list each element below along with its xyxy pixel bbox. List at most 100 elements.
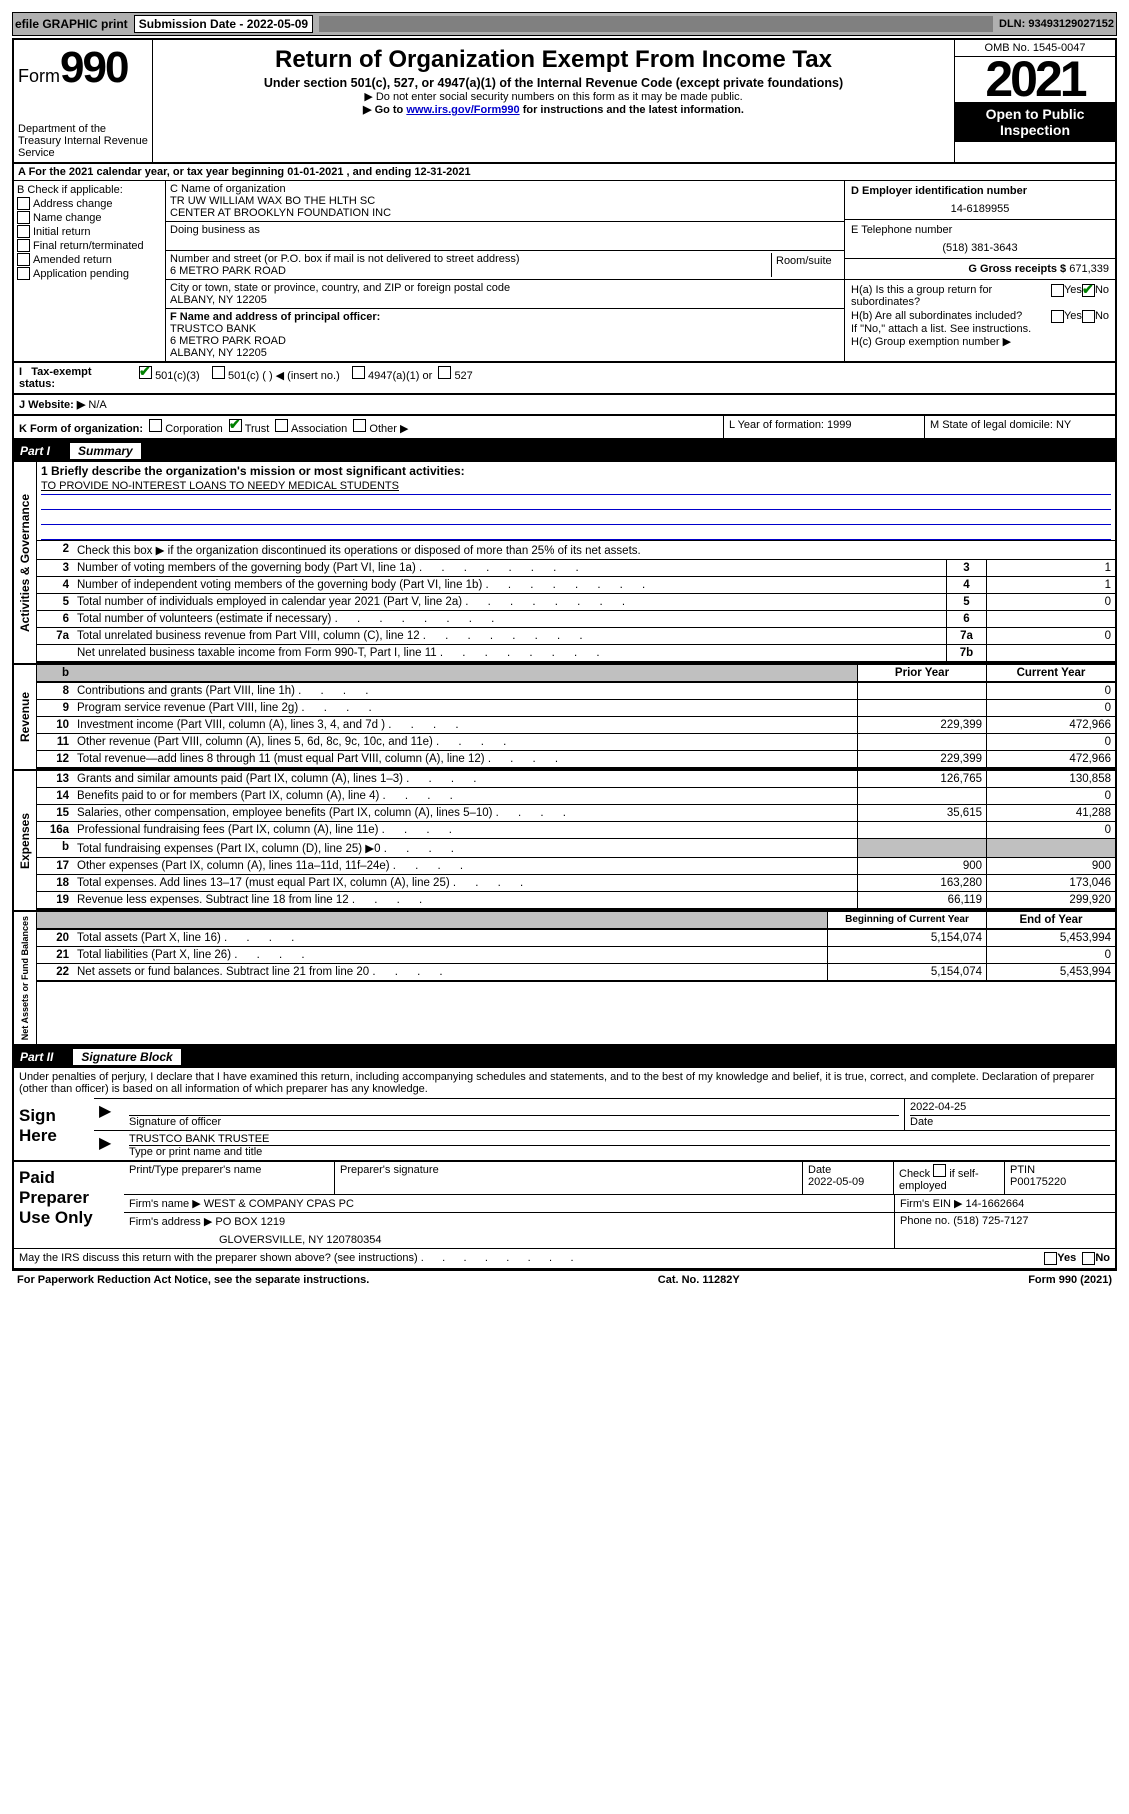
website-cell: J Website: ▶ N/A <box>14 395 1115 414</box>
l2-text: Check this box ▶ if the organization dis… <box>77 545 641 557</box>
h-cell: H(a) Is this a group return for subordin… <box>845 280 1115 352</box>
paid-row-1: Print/Type preparer's name Preparer's si… <box>124 1162 1115 1195</box>
table-row: 10 Investment income (Part VIII, column … <box>37 717 1115 734</box>
hb-label: H(b) Are all subordinates included? <box>851 310 1051 323</box>
sig-officer-label: Signature of officer <box>129 1116 221 1128</box>
ck-trust[interactable]: ✔ <box>229 419 242 432</box>
header-center: Return of Organization Exempt From Incom… <box>153 40 955 162</box>
table-row: 14 Benefits paid to or for members (Part… <box>37 788 1115 805</box>
paid-grid: Paid Preparer Use Only Print/Type prepar… <box>14 1160 1115 1248</box>
part2-title: Signature Block <box>73 1049 180 1065</box>
check-address[interactable] <box>17 197 30 210</box>
side-gov: Activities & Governance <box>14 462 37 663</box>
gov-body: 1 Briefly describe the organization's mi… <box>37 462 1115 663</box>
ptin-label: PTIN <box>1010 1164 1035 1176</box>
gov-row: 5 Total number of individuals employed i… <box>37 594 1115 611</box>
table-row: 8 Contributions and grants (Part VIII, l… <box>37 683 1115 700</box>
lbl-name: Name change <box>33 212 102 224</box>
check-name[interactable] <box>17 211 30 224</box>
l-year: L Year of formation: 1999 <box>723 416 924 438</box>
part1-label: Part I <box>20 444 50 458</box>
irs-link[interactable]: www.irs.gov/Form990 <box>406 104 519 116</box>
may-no[interactable] <box>1082 1252 1095 1265</box>
k-opts: K Form of organization: Corporation ✔ Tr… <box>14 416 723 438</box>
footer-left: For Paperwork Reduction Act Notice, see … <box>17 1274 369 1286</box>
officer-2: 6 METRO PARK ROAD <box>170 335 840 347</box>
side-exp: Expenses <box>14 771 37 910</box>
ptin-val: P00175220 <box>1010 1176 1066 1188</box>
ck-self-emp[interactable] <box>933 1164 946 1177</box>
gov-row: 3 Number of voting members of the govern… <box>37 560 1115 577</box>
check-amended[interactable] <box>17 253 30 266</box>
side-net: Net Assets or Fund Balances <box>14 912 37 1044</box>
exp-body: 13 Grants and similar amounts paid (Part… <box>37 771 1115 910</box>
prep-date-val: 2022-05-09 <box>808 1176 864 1188</box>
opt-other: Other ▶ <box>369 423 408 435</box>
col-c: C Name of organization TR UW WILLIAM WAX… <box>166 181 844 361</box>
dba-cell: Doing business as <box>166 222 844 251</box>
rev-header: b Prior Year Current Year <box>37 665 1115 683</box>
prep-name-label: Print/Type preparer's name <box>124 1162 335 1194</box>
efile-label[interactable]: efile GRAPHIC print <box>15 17 128 31</box>
mission-line-3 <box>41 510 1111 525</box>
may-no-lbl: No <box>1095 1252 1110 1265</box>
top-bar: efile GRAPHIC print Submission Date - 20… <box>12 12 1117 36</box>
ck-assoc[interactable] <box>275 419 288 432</box>
tax-year: 2021 <box>955 57 1115 102</box>
table-row: 18 Total expenses. Add lines 13–17 (must… <box>37 875 1115 892</box>
ck-other[interactable] <box>353 419 366 432</box>
gov-row: 4 Number of independent voting members o… <box>37 577 1115 594</box>
goto-pre: ▶ Go to <box>363 104 406 116</box>
footer: For Paperwork Reduction Act Notice, see … <box>12 1270 1117 1289</box>
gross-val: 671,339 <box>1069 263 1109 275</box>
mission-line-4 <box>41 525 1111 540</box>
yes-2: Yes <box>1064 310 1082 323</box>
sig-declaration: Under penalties of perjury, I declare th… <box>14 1068 1115 1098</box>
gov-row: 6 Total number of volunteers (estimate i… <box>37 611 1115 628</box>
paid-right: Print/Type preparer's name Preparer's si… <box>124 1162 1115 1248</box>
ein-val: 14-6189955 <box>851 197 1109 215</box>
ha-yes[interactable] <box>1051 284 1064 297</box>
mission-line-2 <box>41 495 1111 510</box>
sig-date-label: Date <box>910 1116 933 1128</box>
summary-net: Net Assets or Fund Balances Beginning of… <box>12 912 1117 1046</box>
check-app[interactable] <box>17 267 30 280</box>
ck-527[interactable] <box>438 366 451 379</box>
col-d: D Employer identification number 14-6189… <box>844 181 1115 361</box>
firm-name: Firm's name ▶ WEST & COMPANY CPAS PC <box>124 1195 895 1212</box>
ck-501c3[interactable]: ✔ <box>139 366 152 379</box>
prep-sig-label: Preparer's signature <box>335 1162 803 1194</box>
may-yes[interactable] <box>1044 1252 1057 1265</box>
ein-label: D Employer identification number <box>851 185 1027 197</box>
hb-note: If "No," attach a list. See instructions… <box>851 323 1109 335</box>
hb-no[interactable] <box>1082 310 1095 323</box>
gross-cell: G Gross receipts $ 671,339 <box>845 259 1115 280</box>
ha-label: H(a) Is this a group return for subordin… <box>851 284 1051 308</box>
line-2: 2 Check this box ▶ if the organization d… <box>37 541 1115 560</box>
mission-text: TO PROVIDE NO-INTEREST LOANS TO NEEDY ME… <box>41 480 1111 495</box>
summary-rev: Revenue b Prior Year Current Year 8 Cont… <box>12 665 1117 771</box>
footer-center: Cat. No. 11282Y <box>658 1274 740 1286</box>
ck-corp[interactable] <box>149 419 162 432</box>
hdr-beg: Beginning of Current Year <box>827 912 986 928</box>
tax-status-row: I Tax-exempt status: ✔ 501(c)(3) 501(c) … <box>12 363 1117 395</box>
sign-here: Sign Here <box>14 1098 94 1160</box>
footer-right: Form 990 (2021) <box>1028 1274 1112 1286</box>
check-final[interactable] <box>17 239 30 252</box>
check-initial[interactable] <box>17 225 30 238</box>
paid-row-2: Firm's name ▶ WEST & COMPANY CPAS PC Fir… <box>124 1195 1115 1213</box>
ck-501c[interactable] <box>212 366 225 379</box>
arrow-icon: ▶ <box>94 1099 124 1130</box>
opt-assoc: Association <box>291 423 347 435</box>
sig-right: ▶ Signature of officer 2022-04-25Date ▶ … <box>94 1098 1115 1160</box>
table-row: 12 Total revenue—add lines 8 through 11 … <box>37 751 1115 769</box>
hb-yes[interactable] <box>1051 310 1064 323</box>
lbl-address: Address change <box>33 198 113 210</box>
hdr-current: Current Year <box>986 665 1115 681</box>
submission-date: Submission Date - 2022-05-09 <box>134 15 313 33</box>
ck-4947[interactable] <box>352 366 365 379</box>
header-right: OMB No. 1545-0047 2021 Open to Public In… <box>955 40 1115 162</box>
ha-no[interactable]: ✔ <box>1082 284 1095 297</box>
ts-i: I Tax-exempt status: <box>14 363 134 393</box>
row-a: A For the 2021 calendar year, or tax yea… <box>12 164 1117 181</box>
